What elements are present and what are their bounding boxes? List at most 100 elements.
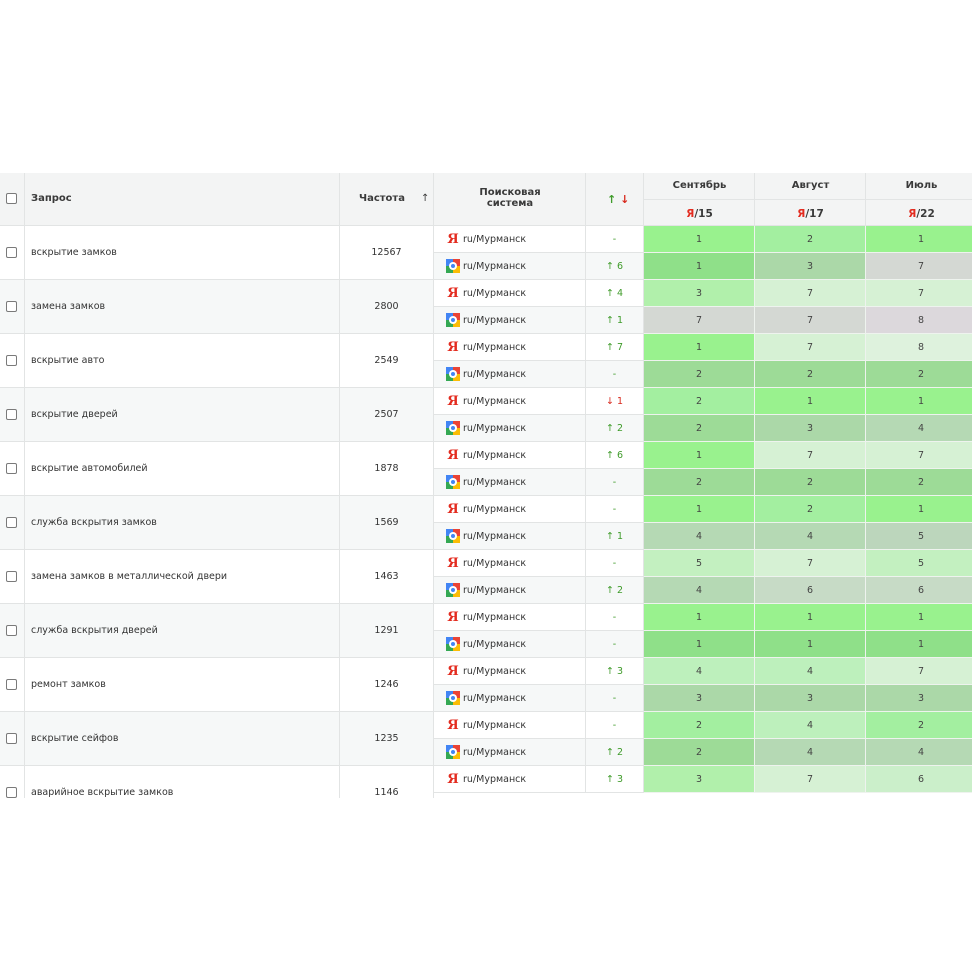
yandex-logo-icon: Я [447,501,459,517]
frequency-cell: 2549 [340,334,434,388]
position-value: 2 [695,476,703,488]
position-cell: 1 [866,631,972,658]
position-value: 7 [806,314,814,326]
position-value: 2 [806,233,814,245]
change-cell: ↑ 7 [586,334,644,361]
position-cell: 1 [644,334,755,361]
row-checkbox[interactable] [6,463,17,474]
select-all-checkbox[interactable] [6,193,17,204]
header-search-engine-cell[interactable]: Поисковая система [434,173,586,226]
position-cell: 3 [866,685,972,712]
google-logo-icon [446,637,460,651]
position-cell: 5 [866,523,972,550]
position-value: 1 [806,395,814,407]
position-value: 3 [806,260,814,272]
position-value: 2 [695,395,703,407]
change-cell: - [586,685,644,712]
change-value: ↓ 1 [605,395,624,407]
position-cell: 6 [755,577,866,604]
change-value: - [612,557,617,569]
row-checkbox[interactable] [6,355,17,366]
frequency-value: 2507 [374,409,399,420]
position-value: 4 [806,746,814,758]
change-cell: ↑ 4 [586,280,644,307]
position-cell: 1 [644,226,755,253]
position-value: 2 [695,746,703,758]
row-checkbox[interactable] [6,733,17,744]
row-checkbox-cell [0,280,25,334]
yandex-logo-icon: Я [447,339,459,355]
yandex-logo-icon: Я [447,609,459,625]
frequency-value: 1146 [374,787,399,798]
position-cell: 7 [755,334,866,361]
search-engine-cell: ru/Мурманск [434,523,586,550]
position-cell: 2 [644,712,755,739]
frequency-cell: 2800 [340,280,434,334]
month-count: /15 [694,208,713,220]
position-value: 1 [695,260,703,272]
position-value: 3 [806,692,814,704]
position-value: 2 [917,719,925,731]
position-cell: 5 [866,550,972,577]
google-logo-icon [446,259,460,273]
change-cell: ↑ 2 [586,577,644,604]
yandex-logo-icon: Я [447,717,459,733]
frequency-value: 1878 [374,463,399,474]
position-value: 1 [695,638,703,650]
query-cell: служба вскрытия дверей [25,604,340,658]
position-cell: 2 [644,388,755,415]
query-cell: служба вскрытия замков [25,496,340,550]
position-value: 2 [806,503,814,515]
position-cell: 3 [755,685,866,712]
change-value: - [612,233,617,245]
region-text: ru/Мурманск [463,260,527,272]
header-month-count-1: Я/17 [755,200,866,226]
change-cell: - [586,226,644,253]
row-checkbox[interactable] [6,301,17,312]
region-text: ru/Мурманск [463,503,527,515]
position-cell: 2 [755,469,866,496]
row-checkbox[interactable] [6,247,17,258]
position-cell: 4 [866,415,972,442]
position-cell: 4 [755,523,866,550]
position-value: 7 [806,341,814,353]
row-checkbox[interactable] [6,409,17,420]
position-value: 6 [917,584,925,596]
header-query-cell[interactable]: Запрос [25,173,340,226]
row-checkbox[interactable] [6,679,17,690]
header-change-cell[interactable]: ↑ ↓ [586,173,644,226]
position-cell: 7 [755,550,866,577]
position-cell: 4 [755,712,866,739]
position-cell: 2 [755,226,866,253]
row-checkbox[interactable] [6,517,17,528]
row-checkbox-cell [0,442,25,496]
change-value: ↑ 3 [605,773,624,785]
search-engine-cell: ru/Мурманск [434,469,586,496]
frequency-value: 1246 [374,679,399,690]
position-value: 2 [695,422,703,434]
position-cell: 8 [866,307,972,334]
header-month-count-0: Я/15 [644,200,755,226]
position-cell: 7 [866,280,972,307]
change-cell: - [586,496,644,523]
position-value: 7 [917,665,925,677]
position-value: 1 [695,449,703,461]
google-logo-icon [446,367,460,381]
row-checkbox[interactable] [6,625,17,636]
change-value: ↑ 6 [605,260,624,272]
row-checkbox[interactable] [6,787,17,798]
region-text: ru/Мурманск [463,557,527,569]
row-checkbox[interactable] [6,571,17,582]
change-cell: ↑ 6 [586,253,644,280]
region-text: ru/Мурманск [463,638,527,650]
position-cell: 7 [866,253,972,280]
header-frequency-cell[interactable]: Частота ↑ [340,173,434,226]
change-value: ↑ 4 [605,287,624,299]
sort-arrow-icon[interactable]: ↑ [421,193,430,204]
yandex-logo-icon: Я [686,208,695,220]
region-text: ru/Мурманск [463,692,527,704]
position-value: 6 [806,584,814,596]
